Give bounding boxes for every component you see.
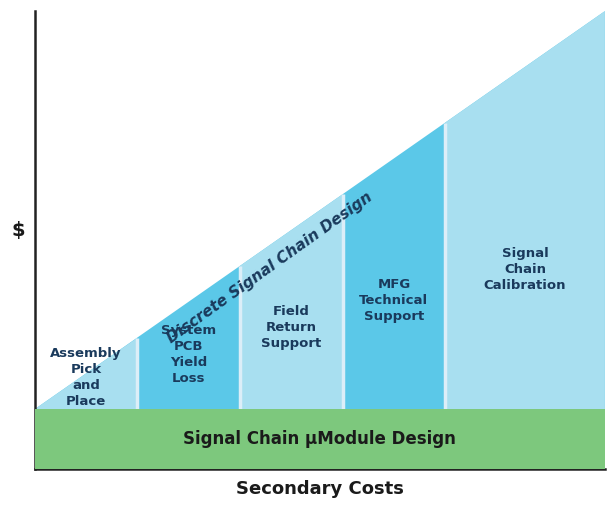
Text: Assembly
Pick
and
Place: Assembly Pick and Place bbox=[50, 347, 122, 408]
Text: Signal
Chain
Calibration: Signal Chain Calibration bbox=[484, 247, 566, 293]
Polygon shape bbox=[445, 11, 605, 409]
Text: Discrete Signal Chain Design: Discrete Signal Chain Design bbox=[164, 190, 375, 346]
Polygon shape bbox=[34, 337, 137, 409]
Text: System
PCB
Yield
Loss: System PCB Yield Loss bbox=[161, 324, 216, 385]
Text: Signal Chain μModule Design: Signal Chain μModule Design bbox=[184, 430, 456, 448]
Polygon shape bbox=[34, 11, 605, 409]
Y-axis label: $: $ bbox=[11, 221, 25, 240]
Text: Field
Return
Support: Field Return Support bbox=[261, 305, 322, 350]
Bar bbox=[34, 409, 605, 469]
X-axis label: Secondary Costs: Secondary Costs bbox=[236, 480, 403, 498]
Polygon shape bbox=[240, 194, 342, 409]
Text: MFG
Technical
Support: MFG Technical Support bbox=[359, 278, 429, 323]
